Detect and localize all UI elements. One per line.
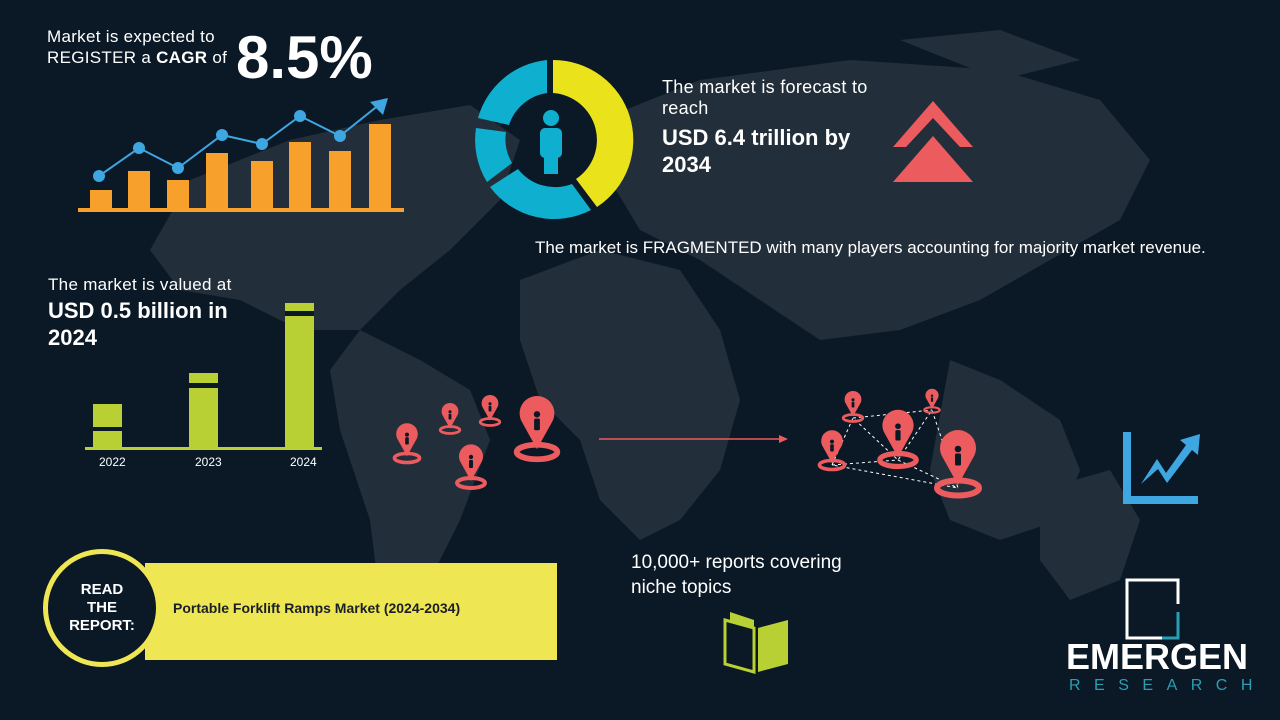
year-label: 2022 <box>99 455 126 469</box>
cagr-prefix: REGISTER a <box>47 48 157 67</box>
forecast-intro: The market is forecast to reach <box>662 77 868 118</box>
read-report-label: READ THE REPORT: <box>69 581 135 634</box>
valued-value: USD 0.5 billion in 2024 <box>48 298 228 350</box>
arrow-right <box>599 435 788 443</box>
open-book-icon <box>723 612 788 674</box>
cagr-line2: REGISTER a CAGR of <box>47 47 227 68</box>
read-report-circle: READ THE REPORT: <box>43 549 161 667</box>
emergen-logo-icon <box>1125 578 1180 640</box>
valued-intro: The market is valued at <box>48 275 232 294</box>
reports-text: 10,000+ reports covering niche topics <box>631 552 842 598</box>
growth-bar-chart-icon <box>78 98 404 212</box>
valuation-bar-chart-icon <box>85 303 322 450</box>
trend-up-chart-icon <box>1123 432 1200 504</box>
year-label: 2024 <box>290 455 317 469</box>
forecast-value: USD 6.4 trillion by 2034 <box>662 125 851 177</box>
logo-sub: RESEARCH <box>1069 677 1266 694</box>
fragmented-text: The market is FRAGMENTED with many playe… <box>535 238 1206 257</box>
year-label: 2023 <box>195 455 222 469</box>
cagr-intro: Market is expected to REGISTER a CAGR of <box>47 26 227 68</box>
double-chevron-up-icon <box>893 101 973 182</box>
cagr-suffix: of <box>207 48 228 67</box>
logo-name: EMERGEN <box>1066 636 1249 677</box>
report-title-link[interactable]: Portable Forklift Ramps Market (2024-203… <box>173 600 461 616</box>
network-pins-icon <box>817 387 979 496</box>
cagr-line1: Market is expected to <box>47 27 215 46</box>
read-report-banner[interactable] <box>145 563 557 660</box>
donut-person-icon <box>475 59 634 220</box>
cagr-value: 8.5% <box>236 24 373 91</box>
cagr-bold: CAGR <box>156 48 208 67</box>
